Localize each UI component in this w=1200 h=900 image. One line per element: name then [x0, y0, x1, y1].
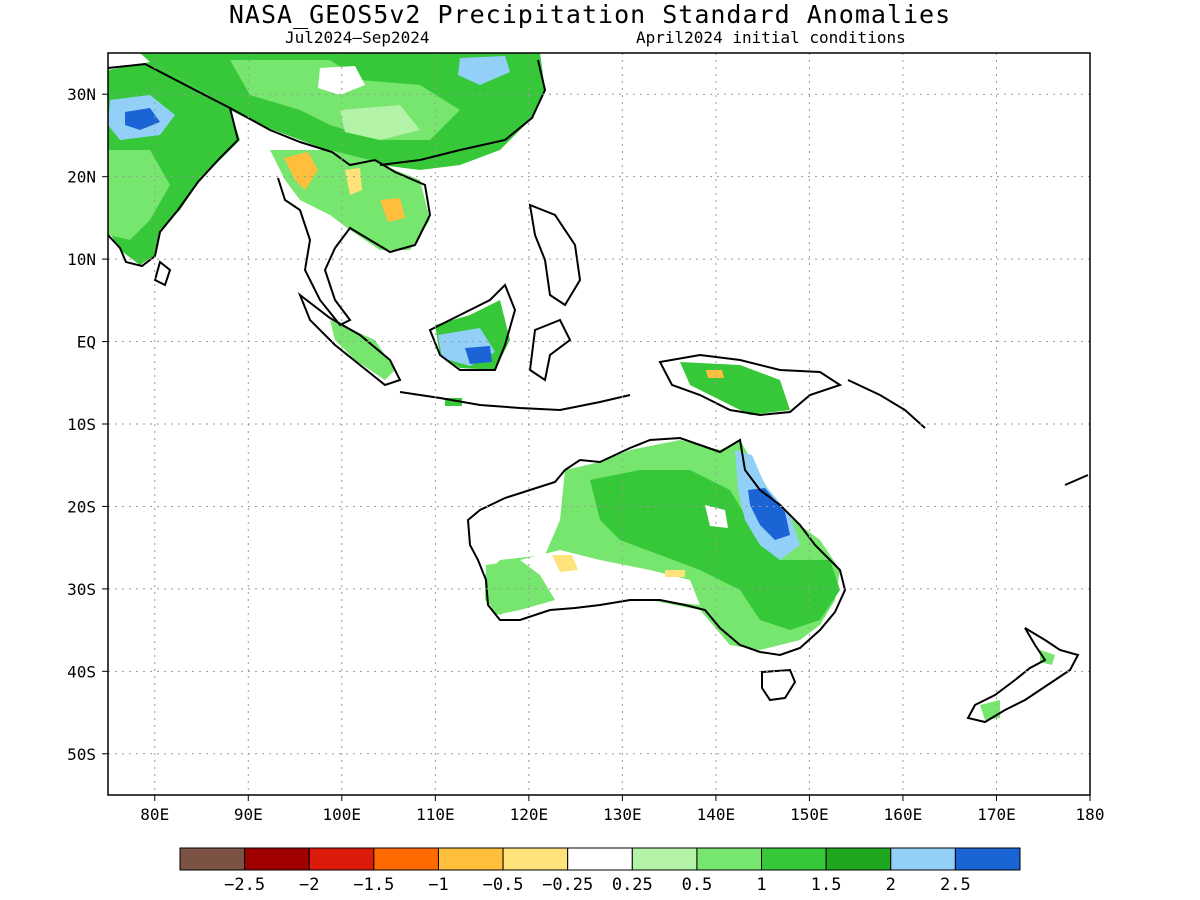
longitude-label: 170E	[977, 805, 1016, 824]
anomaly-field	[108, 53, 1055, 720]
longitude-label: 120E	[510, 805, 549, 824]
anomaly-region-new-guinea-dry	[706, 370, 724, 378]
anomaly-region-thailand-dry	[345, 168, 362, 195]
colorbar-swatch	[696, 847, 763, 871]
anomaly-region-australia-dry-spot	[552, 555, 578, 572]
anomaly-region-queensland-darkblue	[748, 488, 790, 540]
subtitle-initial-conditions: April2024 initial conditions	[636, 28, 906, 47]
colorbar-swatch	[890, 847, 956, 871]
anomaly-region-australia-dry-spot-2	[665, 570, 685, 577]
colorbar-label: 2.5	[940, 875, 971, 895]
gridlines	[108, 53, 1090, 795]
longitude-label: 90E	[234, 805, 263, 824]
anomaly-region-china-white	[318, 66, 365, 95]
anomaly-region-india-blue-core	[125, 108, 160, 130]
latitude-label: 30S	[67, 580, 96, 599]
colorbar-swatch	[825, 847, 892, 871]
anomaly-region-borneo-darkblue	[465, 346, 492, 364]
colorbar-label: 0.5	[682, 875, 713, 895]
anomaly-region-australia-white-south	[486, 510, 545, 560]
colorbar-swatch	[308, 847, 375, 871]
colorbar-swatch	[244, 847, 310, 871]
colorbar-swatch	[631, 847, 698, 871]
anomaly-region-china-blue	[458, 56, 510, 85]
colorbar-label: −0.25	[542, 875, 593, 895]
colorbar-swatch	[179, 847, 246, 871]
longitude-label: 110E	[416, 805, 455, 824]
latitude-label: 20N	[67, 168, 96, 187]
longitude-label: 100E	[323, 805, 362, 824]
colorbar-swatch	[373, 847, 439, 871]
anomaly-region-myanmar-dry	[284, 152, 318, 190]
coastlines	[108, 59, 1089, 724]
colorbar-swatch	[437, 847, 504, 871]
colorbar-swatch	[567, 847, 633, 871]
anomaly-region-australia-white-spot	[705, 505, 728, 528]
latitude-label: 10N	[67, 250, 96, 269]
anomaly-region-tasmania	[762, 672, 790, 698]
longitude-label: 80E	[140, 805, 169, 824]
colorbar-label: 2	[886, 875, 896, 895]
map-title: NASA_GEOS5v2 Precipitation Standard Anom…	[228, 0, 952, 29]
longitude-label: 130E	[603, 805, 642, 824]
subtitle-period: Jul2024–Sep2024	[285, 28, 430, 47]
colorbar-swatch	[761, 847, 827, 871]
colorbar: −2.5 −2 −1.5 −1 −0.5 −0.25 0.25 0.5 1 1.5 2 2.5	[179, 847, 1021, 895]
latitude-label: 40S	[67, 662, 96, 681]
longitude-label: 150E	[790, 805, 829, 824]
longitude-label: 180	[1076, 805, 1105, 824]
latitude-label: 10S	[67, 415, 96, 434]
latitude-label: EQ	[77, 333, 96, 352]
anomaly-region-china-pale	[340, 105, 420, 140]
latitude-label: 20S	[67, 497, 96, 516]
latitude-labels: 30N 20N 10N EQ 10S 20S 30S 40S 50S	[67, 85, 108, 764]
colorbar-label: 0.25	[612, 875, 653, 895]
colorbar-label: −1	[428, 875, 448, 895]
longitude-label: 160E	[884, 805, 923, 824]
latitude-label: 50S	[67, 745, 96, 764]
colorbar-label: 1	[756, 875, 766, 895]
colorbar-label: 1.5	[811, 875, 842, 895]
colorbar-swatch	[954, 847, 1021, 871]
colorbar-label: −1.5	[353, 875, 394, 895]
colorbar-label: −2	[299, 875, 319, 895]
colorbar-swatch	[502, 847, 569, 871]
latitude-label: 30N	[67, 85, 96, 104]
anomaly-region-australia-mid	[590, 470, 840, 630]
anomaly-region-australia-west-green	[486, 560, 555, 615]
longitude-labels: 80E 90E 100E 110E 120E 130E 140E 150E 160E 170E 18…	[140, 795, 1104, 824]
anomaly-region-laos-dry	[380, 198, 405, 222]
colorbar-label: −2.5	[224, 875, 265, 895]
colorbar-label: −0.5	[483, 875, 524, 895]
longitude-label: 140E	[697, 805, 736, 824]
anomaly-region-sumatra	[330, 320, 395, 380]
